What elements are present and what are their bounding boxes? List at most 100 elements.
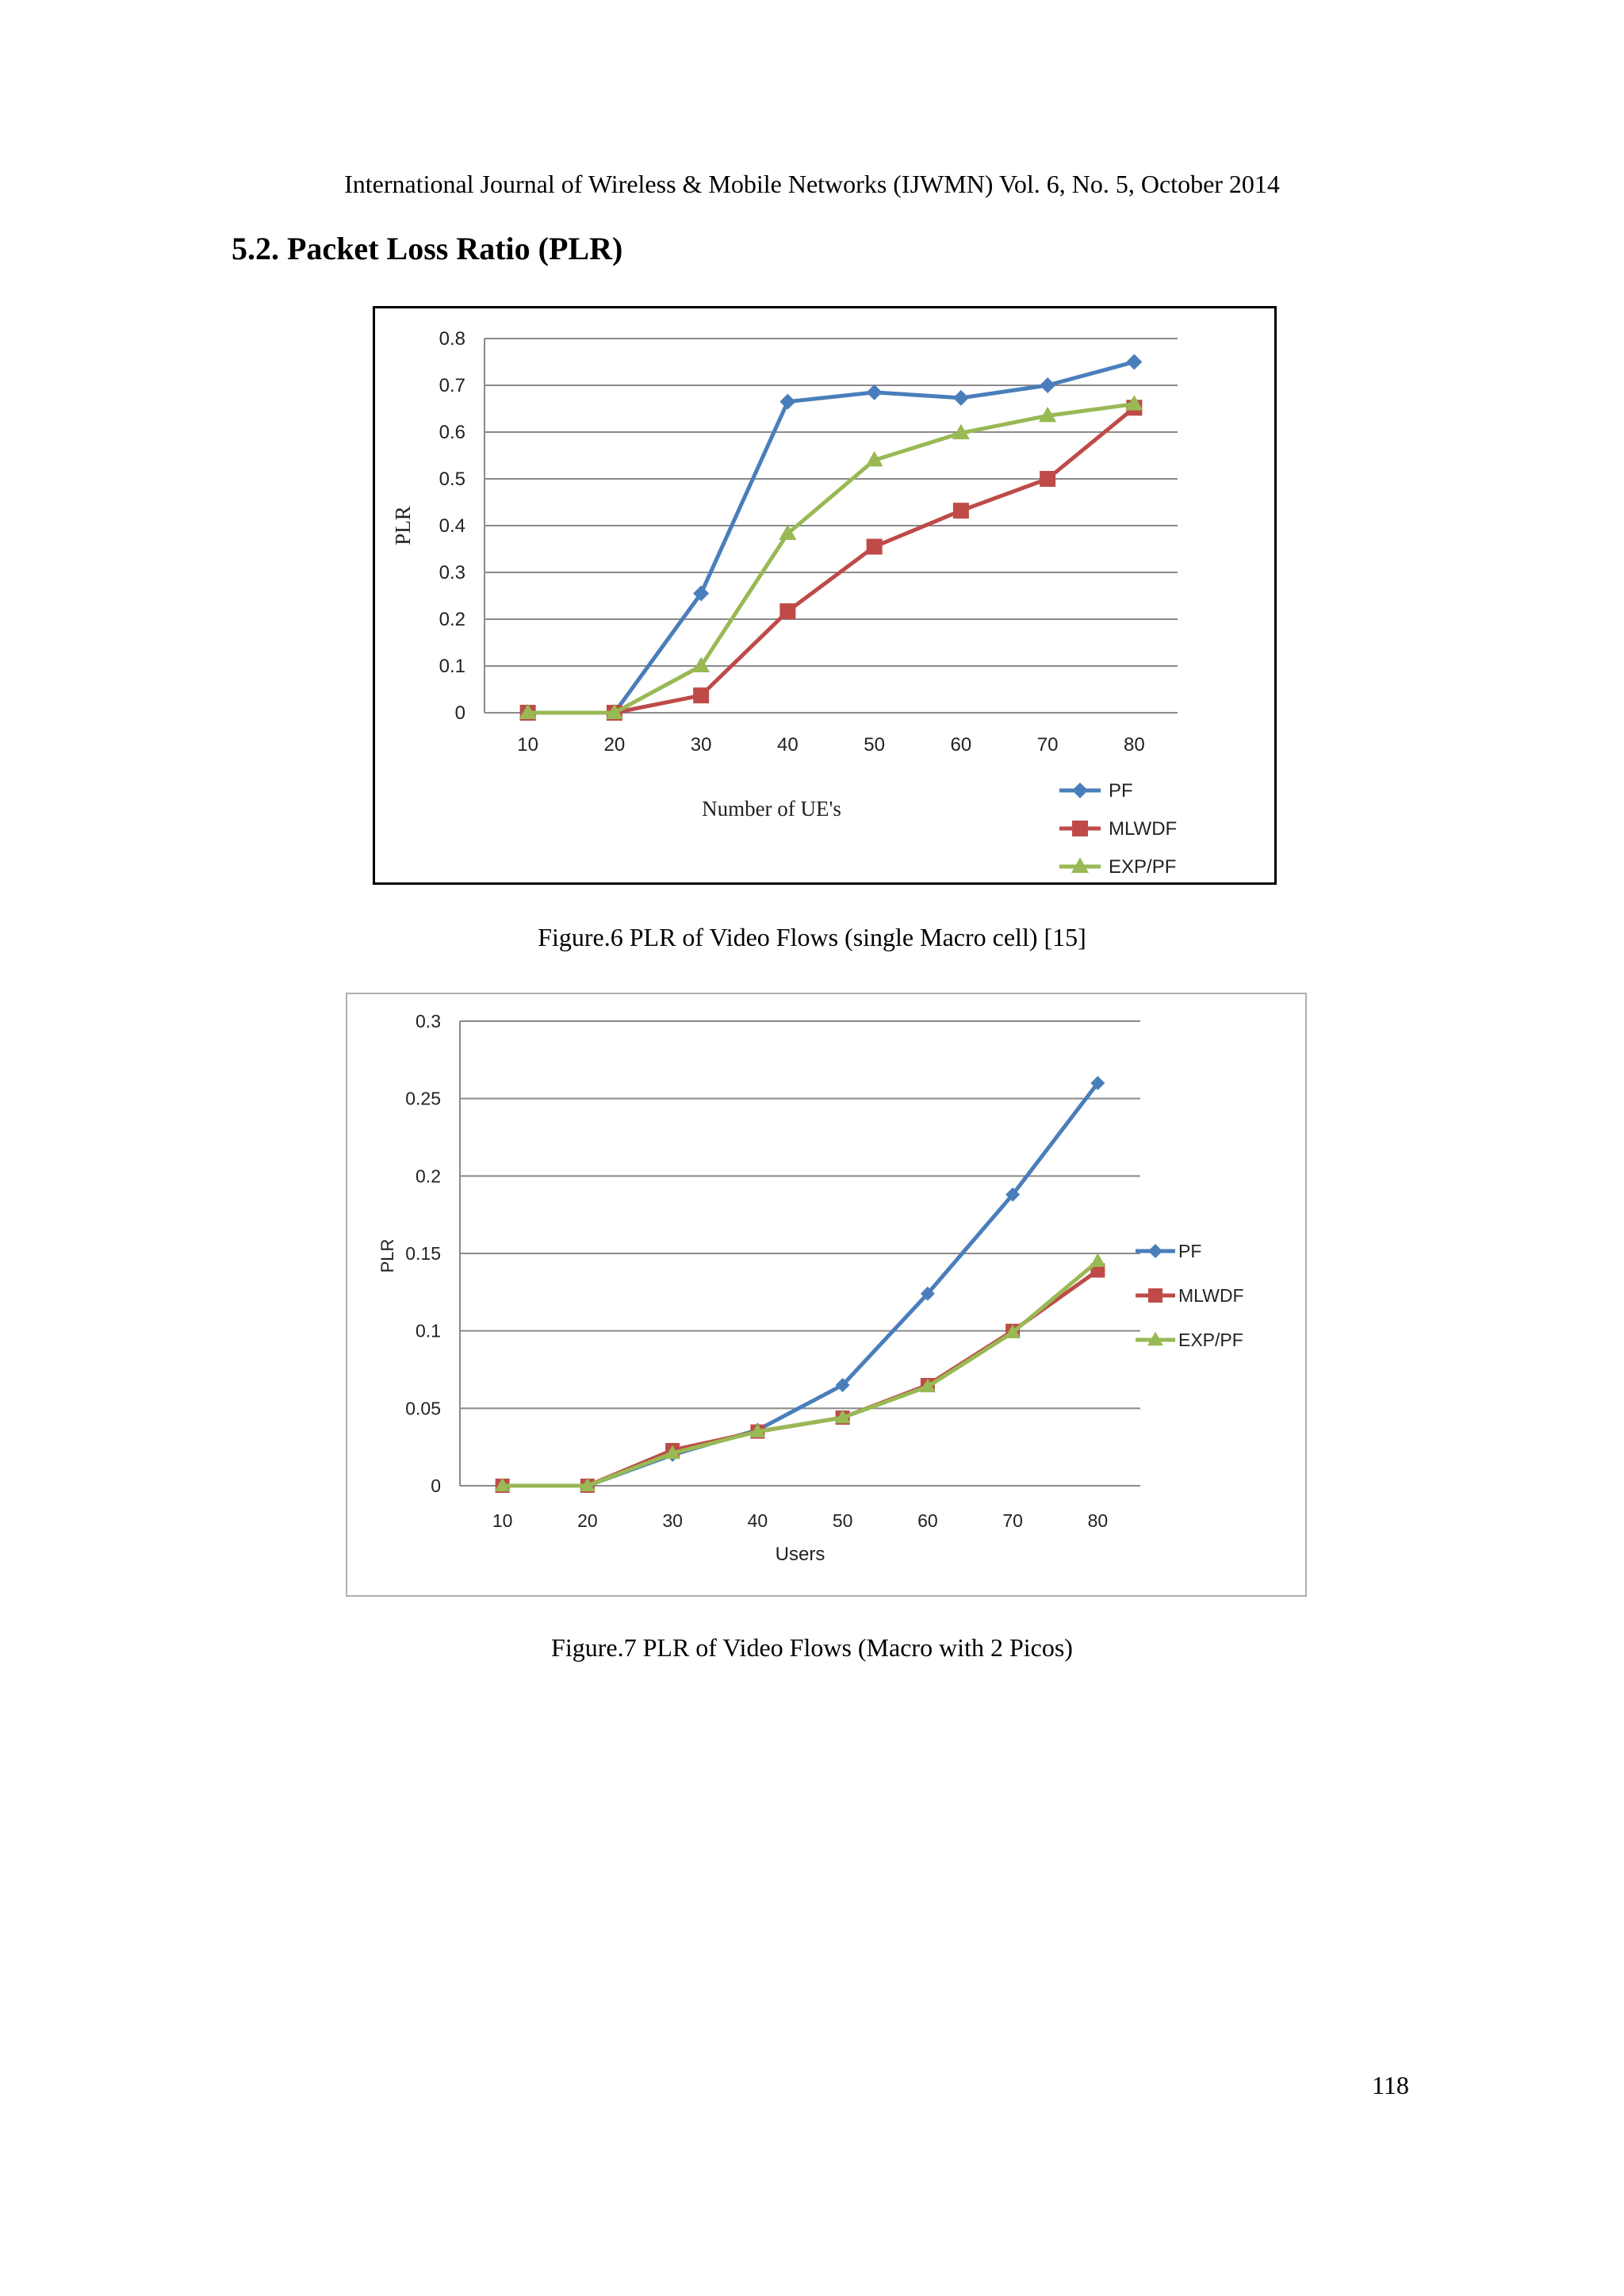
x-tick-label: 50 xyxy=(864,734,885,756)
x-tick-label: 20 xyxy=(604,734,626,756)
data-point xyxy=(1090,1253,1106,1267)
x-tick-label: 60 xyxy=(917,1510,938,1531)
data-point xyxy=(952,503,969,519)
x-tick-label: 50 xyxy=(833,1510,853,1531)
y-tick-label: 0.15 xyxy=(405,1243,441,1264)
data-point xyxy=(920,1286,935,1301)
x-axis-ticks: 10 20 30 40 50 60 70 80 xyxy=(517,734,1144,756)
data-point xyxy=(519,703,537,719)
page-number: 118 xyxy=(1372,2071,1409,2099)
data-point xyxy=(1090,1263,1105,1278)
legend-marker xyxy=(1071,857,1089,873)
y-tick-label: 0.8 xyxy=(439,328,465,350)
data-point xyxy=(579,1477,596,1492)
series-exp-pf xyxy=(494,1253,1106,1492)
series-line xyxy=(502,1259,1099,1488)
section-heading: 5.2. Packet Loss Ratio (PLR) xyxy=(232,231,623,266)
data-point xyxy=(1126,354,1143,370)
x-axis-label: Number of UE's xyxy=(702,797,841,821)
x-tick-label: 30 xyxy=(662,1510,683,1531)
data-point xyxy=(865,450,883,467)
y-tick-label: 0.7 xyxy=(439,375,465,396)
x-tick-label: 80 xyxy=(1124,734,1145,756)
y-tick-label: 0.4 xyxy=(439,515,465,537)
y-tick-label: 0 xyxy=(455,702,465,724)
legend-label: MLWDF xyxy=(1109,818,1177,840)
figure-6-svg: 0 0.1 0.2 0.3 0.4 0.5 0.6 0.7 0.8 10 20 30 40 50 60 70 8… xyxy=(391,328,1178,878)
data-point xyxy=(693,687,710,704)
legend-marker xyxy=(1072,783,1088,798)
gridlines xyxy=(460,1020,1140,1487)
x-tick-label: 70 xyxy=(1037,734,1059,756)
data-point xyxy=(1040,471,1056,487)
y-axis-label: PLR xyxy=(391,506,415,545)
y-tick-label: 0.2 xyxy=(439,609,465,630)
x-axis-ticks: 10 20 30 40 50 60 70 80 xyxy=(492,1510,1108,1531)
data-point xyxy=(779,393,796,410)
data-point xyxy=(834,1409,851,1424)
legend-label: MLWDF xyxy=(1178,1285,1244,1306)
x-tick-label: 60 xyxy=(951,734,972,756)
series-line xyxy=(527,406,1136,715)
figure-7-svg: 0 0.05 0.1 0.15 0.2 0.25 0.3 10 20 30 40 50 60 70 80 Us… xyxy=(377,1011,1244,1565)
data-point xyxy=(1005,1324,1021,1338)
data-point xyxy=(866,384,883,400)
legend-label: PF xyxy=(1109,780,1133,802)
series-pf xyxy=(495,1076,1105,1493)
y-tick-label: 0.3 xyxy=(416,1011,441,1031)
data-point xyxy=(919,1378,936,1393)
series-exp-pf xyxy=(519,395,1143,719)
y-axis-ticks: 0 0.05 0.1 0.15 0.2 0.25 0.3 xyxy=(405,1011,441,1496)
series-mlwdf xyxy=(495,1263,1105,1493)
y-tick-label: 0.2 xyxy=(416,1165,441,1186)
data-point xyxy=(1040,377,1056,393)
y-tick-label: 0 xyxy=(431,1475,441,1496)
data-point xyxy=(749,1423,766,1437)
data-point xyxy=(1005,1187,1021,1202)
legend-label: EXP/PF xyxy=(1178,1330,1243,1350)
y-axis-label: PLR xyxy=(377,1239,397,1273)
x-tick-label: 40 xyxy=(777,734,799,756)
gridlines xyxy=(485,338,1178,714)
y-tick-label: 0.5 xyxy=(439,469,465,490)
series-mlwdf xyxy=(519,400,1143,721)
legend-marker xyxy=(1072,821,1088,836)
data-point xyxy=(1039,406,1057,423)
y-tick-label: 0.25 xyxy=(405,1089,441,1109)
data-point xyxy=(866,538,883,555)
figure-7-caption: Figure.7 PLR of Video Flows (Macro with … xyxy=(551,1633,1073,1662)
y-axis-ticks: 0 0.1 0.2 0.3 0.4 0.5 0.6 0.7 0.8 xyxy=(439,328,465,724)
data-point xyxy=(779,603,796,619)
figure-6-caption: Figure.6 PLR of Video Flows (single Macr… xyxy=(538,923,1086,951)
x-tick-label: 10 xyxy=(517,734,538,756)
data-point xyxy=(952,423,970,440)
data-point xyxy=(605,703,623,719)
y-tick-label: 0.3 xyxy=(439,562,465,584)
y-tick-label: 0.1 xyxy=(416,1321,441,1341)
data-point xyxy=(779,524,797,541)
x-axis-label: Users xyxy=(776,1544,825,1565)
running-header: International Journal of Wireless & Mobi… xyxy=(344,170,1280,198)
data-point xyxy=(835,1378,850,1393)
y-tick-label: 0.1 xyxy=(439,656,465,677)
legend-label: EXP/PF xyxy=(1109,856,1176,878)
series-line xyxy=(527,402,1135,715)
data-point xyxy=(1090,1076,1105,1091)
legend-label: PF xyxy=(1178,1241,1201,1261)
x-tick-label: 20 xyxy=(577,1510,598,1531)
legend: PF MLWDF EXP/PF xyxy=(1136,1241,1244,1350)
y-tick-label: 0.6 xyxy=(439,422,465,443)
data-point xyxy=(665,1445,681,1460)
legend-marker xyxy=(1147,1331,1163,1346)
series-line xyxy=(527,360,1136,715)
data-point xyxy=(1125,395,1143,411)
y-tick-label: 0.05 xyxy=(405,1398,441,1418)
data-point xyxy=(952,389,969,406)
legend-marker xyxy=(1148,1288,1162,1303)
series-line xyxy=(502,1269,1099,1488)
figure-7-chart: 0 0.05 0.1 0.15 0.2 0.25 0.3 10 20 30 40 50 60 70 80 Us… xyxy=(346,993,1307,1597)
x-tick-label: 30 xyxy=(691,734,712,756)
data-point xyxy=(692,656,710,672)
legend-marker xyxy=(1148,1244,1162,1258)
data-point xyxy=(494,1477,511,1492)
